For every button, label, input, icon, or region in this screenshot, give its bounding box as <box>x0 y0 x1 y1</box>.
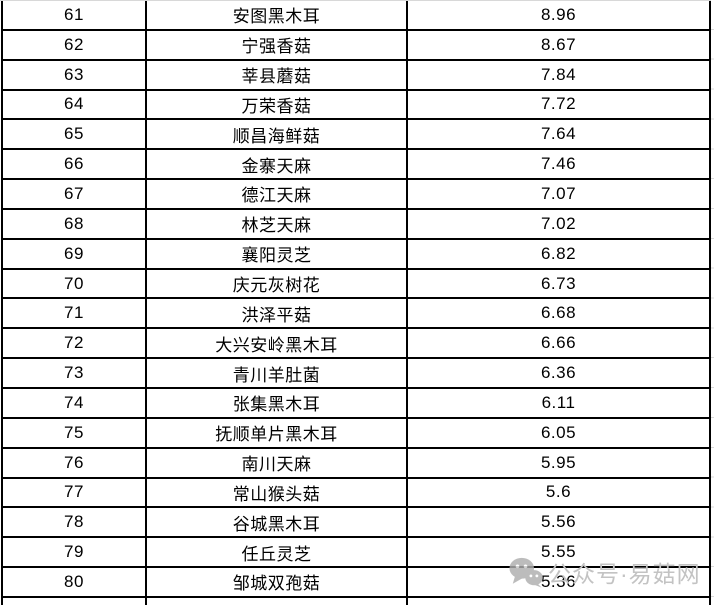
value-cell: 8.67 <box>408 30 711 59</box>
value-cell: 5.95 <box>408 448 711 477</box>
table-row: 68 林芝天麻 7.02 <box>3 209 711 240</box>
value-cell: 7.46 <box>408 150 711 179</box>
rank-cell: 62 <box>3 30 147 59</box>
table-row: 77 常山猴头菇 5.6 <box>3 478 711 509</box>
table-row: 69 襄阳灵芝 6.82 <box>3 239 711 270</box>
value-cell: 6.11 <box>408 388 711 417</box>
rank-cell: 64 <box>3 90 147 119</box>
name-cell: 金寨天麻 <box>147 150 408 179</box>
name-cell: 庆元灰树花 <box>147 269 408 298</box>
value-cell: 6.66 <box>408 329 711 358</box>
value-cell: 5.56 <box>408 508 711 537</box>
value-cell: 7.84 <box>408 60 711 89</box>
name-cell: 洪泽平菇 <box>147 299 408 328</box>
rank-cell: 74 <box>3 388 147 417</box>
rank-cell: 63 <box>3 60 147 89</box>
rank-cell-empty <box>3 597 147 605</box>
value-cell: 7.07 <box>408 180 711 208</box>
value-cell: 6.73 <box>408 269 711 298</box>
rank-cell: 65 <box>3 120 147 149</box>
table-row: 62 宁强香菇 8.67 <box>3 30 711 61</box>
table-row: 76 南川天麻 5.95 <box>3 448 711 479</box>
name-cell: 常山猴头菇 <box>147 478 408 507</box>
name-cell: 万荣香菇 <box>147 90 408 119</box>
name-cell: 安图黑木耳 <box>147 1 408 29</box>
value-cell: 7.72 <box>408 90 711 119</box>
value-cell: 6.36 <box>408 359 711 387</box>
rank-cell: 66 <box>3 150 147 179</box>
table-row: 79 任丘灵芝 5.55 <box>3 538 711 569</box>
value-cell: 5.36 <box>408 568 711 596</box>
value-cell: 6.68 <box>408 299 711 328</box>
table-row: 70 庆元灰树花 6.73 <box>3 269 711 300</box>
table-row: 78 谷城黑木耳 5.56 <box>3 508 711 539</box>
table-row: 67 德江天麻 7.07 <box>3 180 711 210</box>
rank-cell: 71 <box>3 299 147 328</box>
rank-cell: 80 <box>3 568 147 596</box>
value-cell: 6.82 <box>408 239 711 268</box>
table-row: 65 顺昌海鲜菇 7.64 <box>3 120 711 151</box>
name-cell: 青川羊肚菌 <box>147 359 408 387</box>
name-cell-empty <box>147 597 408 605</box>
name-cell: 谷城黑木耳 <box>147 508 408 537</box>
value-cell: 5.6 <box>408 478 711 507</box>
rank-cell: 72 <box>3 329 147 358</box>
table-row: 74 张集黑木耳 6.11 <box>3 388 711 419</box>
name-cell: 任丘灵芝 <box>147 538 408 567</box>
name-cell: 顺昌海鲜菇 <box>147 120 408 149</box>
rank-cell: 77 <box>3 478 147 507</box>
rank-cell: 67 <box>3 180 147 208</box>
name-cell: 莘县蘑菇 <box>147 60 408 89</box>
table-row: 80 邹城双孢菇 5.36 <box>3 568 711 598</box>
name-cell: 抚顺单片黑木耳 <box>147 418 408 447</box>
name-cell: 宁强香菇 <box>147 30 408 59</box>
name-cell: 林芝天麻 <box>147 209 408 238</box>
value-cell-empty <box>408 597 711 605</box>
rank-cell: 79 <box>3 538 147 567</box>
table-row-partial <box>3 597 711 605</box>
rank-cell: 76 <box>3 448 147 477</box>
rank-cell: 70 <box>3 269 147 298</box>
rank-cell: 75 <box>3 418 147 447</box>
value-cell: 7.64 <box>408 120 711 149</box>
table-row: 72 大兴安岭黑木耳 6.66 <box>3 329 711 360</box>
table-row: 71 洪泽平菇 6.68 <box>3 299 711 330</box>
rank-cell: 69 <box>3 239 147 268</box>
table-rows: 61 安图黑木耳 8.96 62 宁强香菇 8.67 63 莘县蘑菇 7.84 … <box>3 1 711 598</box>
value-cell: 5.55 <box>408 538 711 567</box>
value-cell: 8.96 <box>408 1 711 29</box>
name-cell: 南川天麻 <box>147 448 408 477</box>
rank-cell: 68 <box>3 209 147 238</box>
value-cell: 6.05 <box>408 418 711 447</box>
rank-cell: 61 <box>3 1 147 29</box>
rank-cell: 73 <box>3 359 147 387</box>
table-row: 64 万荣香菇 7.72 <box>3 90 711 121</box>
right-gridlines <box>711 0 714 605</box>
name-cell: 大兴安岭黑木耳 <box>147 329 408 358</box>
table-row: 73 青川羊肚菌 6.36 <box>3 359 711 389</box>
name-cell: 邹城双孢菇 <box>147 568 408 596</box>
name-cell: 德江天麻 <box>147 180 408 208</box>
top-gridline <box>0 0 714 1</box>
table-row: 61 安图黑木耳 8.96 <box>3 1 711 31</box>
value-cell: 7.02 <box>408 209 711 238</box>
table-row: 66 金寨天麻 7.46 <box>3 150 711 181</box>
rank-cell: 78 <box>3 508 147 537</box>
table-row: 75 抚顺单片黑木耳 6.05 <box>3 418 711 449</box>
name-cell: 襄阳灵芝 <box>147 239 408 268</box>
table-row: 63 莘县蘑菇 7.84 <box>3 60 711 91</box>
name-cell: 张集黑木耳 <box>147 388 408 417</box>
